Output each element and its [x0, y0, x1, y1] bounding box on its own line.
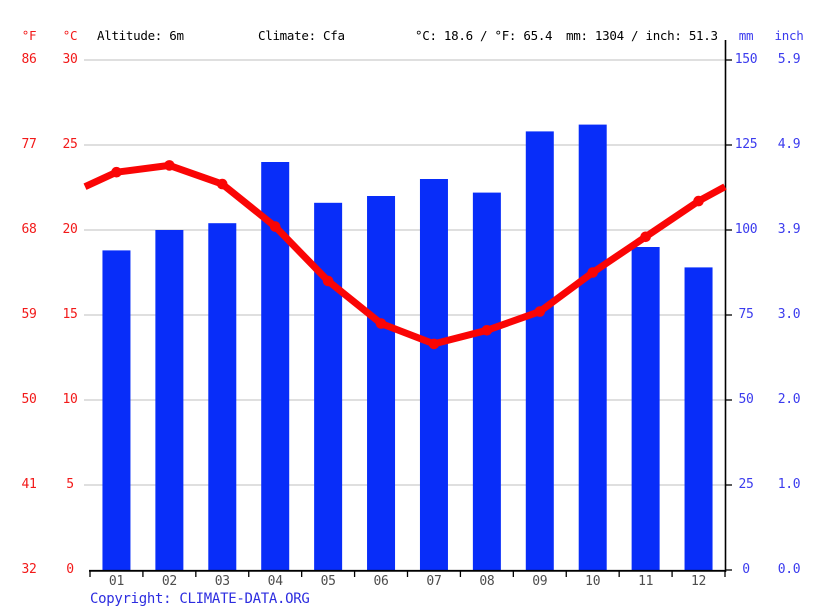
month-label: 04: [267, 574, 283, 589]
right-axis-label-mm: 0: [742, 562, 750, 577]
temperature-point: [428, 338, 440, 350]
right-axis-label-mm: 25: [738, 477, 754, 492]
month-label: 01: [108, 574, 124, 589]
precipitation-bar: [419, 179, 448, 570]
left-axis-label-fahrenheit: 59: [21, 307, 37, 322]
temperature-point: [481, 325, 493, 336]
month-label: 05: [320, 574, 336, 589]
right-axis-label-inch: 1.0: [777, 477, 801, 492]
left-axis-label-fahrenheit: 50: [21, 392, 37, 407]
right-axis-label-mm: 50: [738, 392, 754, 407]
temperature-point: [693, 195, 704, 207]
left-axis-label-celsius: 5: [66, 477, 74, 492]
precipitation-bar: [155, 230, 184, 570]
left-axis-label-fahrenheit: 77: [21, 137, 37, 152]
month-label: 03: [214, 574, 230, 589]
copyright-prefix: Copyright:: [90, 591, 180, 607]
precipitation-bar: [208, 223, 237, 570]
right-axis-label-mm: 150: [734, 52, 758, 67]
temperature-point: [534, 306, 546, 317]
copyright: Copyright: CLIMATE-DATA.ORG: [90, 591, 310, 607]
mean-temperature-label: °C: 18.6 / °F: 65.4: [415, 28, 553, 43]
right-axis-label-mm: 125: [734, 137, 758, 152]
right-axis-label-mm: 100: [734, 222, 758, 237]
altitude-label: Altitude: 6m: [97, 28, 184, 43]
left-axis-label-celsius: 15: [62, 307, 78, 322]
precipitation-bar: [472, 192, 501, 570]
mm-axis-unit: mm: [738, 28, 754, 43]
temperature-point: [164, 160, 175, 171]
temperature-point: [269, 221, 281, 232]
month-label: 12: [691, 574, 707, 589]
month-label: 02: [161, 574, 177, 589]
right-axis-label-inch: 3.0: [777, 307, 801, 322]
month-label: 11: [638, 574, 654, 589]
precipitation-bar: [684, 267, 713, 570]
temperature-line: [83, 161, 727, 348]
temperature-point: [322, 275, 334, 287]
month-label: 07: [426, 574, 442, 589]
left-axis-label-fahrenheit: 41: [21, 477, 37, 492]
month-label: 10: [585, 574, 601, 589]
right-axis-label-inch: 0.0: [777, 562, 801, 577]
month-label: 08: [479, 574, 495, 589]
temperature-point: [216, 178, 228, 190]
annual-precipitation-label: mm: 1304 / inch: 51.3: [566, 28, 718, 43]
climate-data-org-link[interactable]: CLIMATE-DATA.ORG: [179, 591, 310, 607]
left-axis-label-fahrenheit: 68: [21, 222, 37, 237]
right-axis-label-inch: 2.0: [777, 392, 801, 407]
precipitation-bar: [314, 202, 343, 571]
celsius-axis-unit: °C: [62, 28, 78, 43]
left-axis-label-fahrenheit: 86: [21, 52, 37, 67]
climate-class-label: Climate: Cfa: [258, 28, 345, 43]
left-axis-label-celsius: 25: [62, 137, 78, 152]
fahrenheit-axis-unit: °F: [21, 28, 37, 43]
left-axis-label-fahrenheit: 32: [21, 562, 37, 577]
precipitation-bar: [367, 196, 396, 570]
right-axis-label-inch: 5.9: [777, 52, 801, 67]
left-axis-label-celsius: 0: [66, 562, 74, 577]
temperature-point: [640, 231, 651, 243]
precipitation-bar: [578, 124, 607, 570]
left-axis-label-celsius: 10: [62, 392, 78, 407]
precipitation-bar: [525, 131, 554, 570]
right-axis-label-inch: 4.9: [777, 137, 801, 152]
precipitation-bar: [102, 250, 131, 570]
right-axis-label-mm: 75: [738, 307, 754, 322]
right-axis-label-inch: 3.9: [777, 222, 801, 237]
month-label: 09: [532, 574, 548, 589]
left-axis-label-celsius: 30: [62, 52, 78, 67]
temperature-point: [587, 267, 599, 278]
inch-axis-unit: inch: [774, 28, 804, 43]
left-axis-label-celsius: 20: [62, 222, 78, 237]
temperature-point: [111, 166, 122, 178]
temperature-point: [375, 318, 387, 329]
month-label: 06: [373, 574, 389, 589]
precipitation-bar: [631, 247, 660, 570]
